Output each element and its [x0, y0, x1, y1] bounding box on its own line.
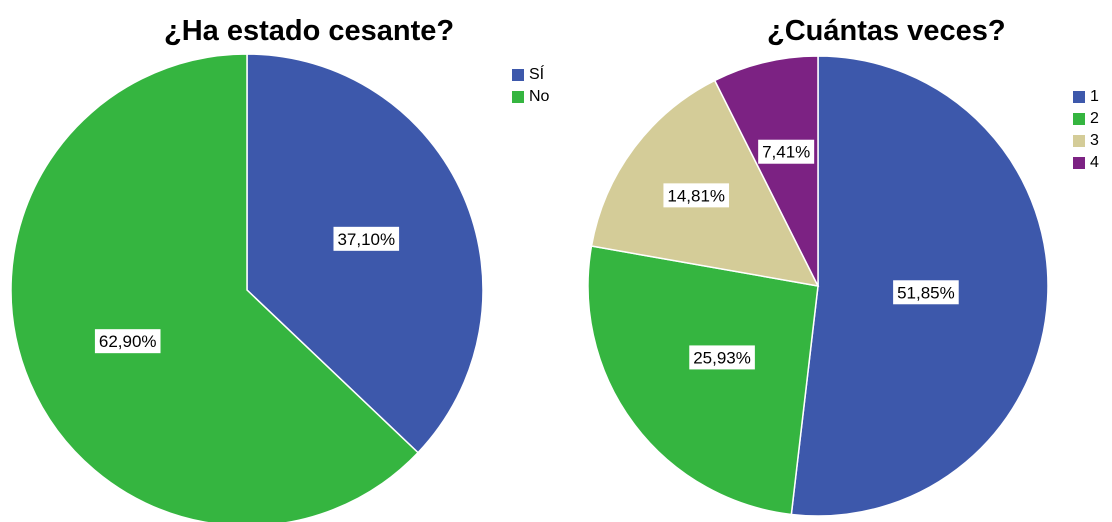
svg-text:7,41%: 7,41%	[762, 143, 810, 162]
pie-chart-cesante: ¿Ha estado cesante? 37,10% 62,90% SÍ No	[10, 15, 549, 522]
pie-plot: 37,10% 62,90%	[10, 53, 484, 522]
legend-item: 4	[1073, 152, 1099, 174]
legend-swatch	[1073, 113, 1085, 125]
svg-text:25,93%: 25,93%	[693, 348, 751, 367]
slice-value-label: 7,41%	[758, 139, 815, 164]
slice-value-label: 62,90%	[94, 329, 161, 354]
pie-slice-sí	[246, 53, 484, 454]
legend-label: 2	[1090, 110, 1099, 127]
legend-label: No	[529, 88, 550, 105]
legend-item: 2	[1073, 108, 1099, 130]
legend-label: 3	[1090, 132, 1099, 149]
slice-value-label: 14,81%	[663, 183, 730, 208]
pie-slice-no	[10, 53, 420, 522]
legend-swatch	[512, 91, 524, 103]
legend-swatch	[512, 69, 524, 81]
chart-title: ¿Cuántas veces?	[767, 15, 1006, 47]
pie-slice-3	[590, 79, 820, 287]
legend-item: No	[512, 86, 549, 108]
slice-value-label: 37,10%	[333, 226, 400, 251]
legend: 1 2 3 4	[1073, 86, 1099, 174]
svg-text:51,85%: 51,85%	[897, 283, 955, 302]
chart-title: ¿Ha estado cesante?	[164, 15, 455, 47]
legend-label: 1	[1090, 88, 1099, 105]
legend-label: SÍ	[529, 66, 545, 83]
legend-label: 4	[1090, 154, 1099, 171]
svg-text:37,10%: 37,10%	[337, 230, 395, 249]
pie-chart-veces: ¿Cuántas veces? 51,85% 25,93% 14,81% 7,41% …	[560, 0, 1112, 522]
legend-item: SÍ	[512, 64, 549, 86]
pie-slice-2	[587, 245, 819, 516]
slice-value-label: 25,93%	[689, 345, 755, 370]
slice-value-label: 51,85%	[893, 280, 959, 305]
legend-swatch	[1073, 157, 1085, 169]
legend: SÍ No	[512, 64, 549, 108]
legend-item: 1	[1073, 86, 1099, 108]
pie-plot: 51,85% 25,93% 14,81% 7,41%	[587, 55, 1049, 517]
legend-item: 3	[1073, 130, 1099, 152]
svg-text:62,90%: 62,90%	[99, 332, 157, 351]
pie-slice-4	[713, 55, 819, 287]
legend-swatch	[1073, 135, 1085, 147]
svg-text:14,81%: 14,81%	[667, 186, 725, 205]
legend-swatch	[1073, 91, 1085, 103]
